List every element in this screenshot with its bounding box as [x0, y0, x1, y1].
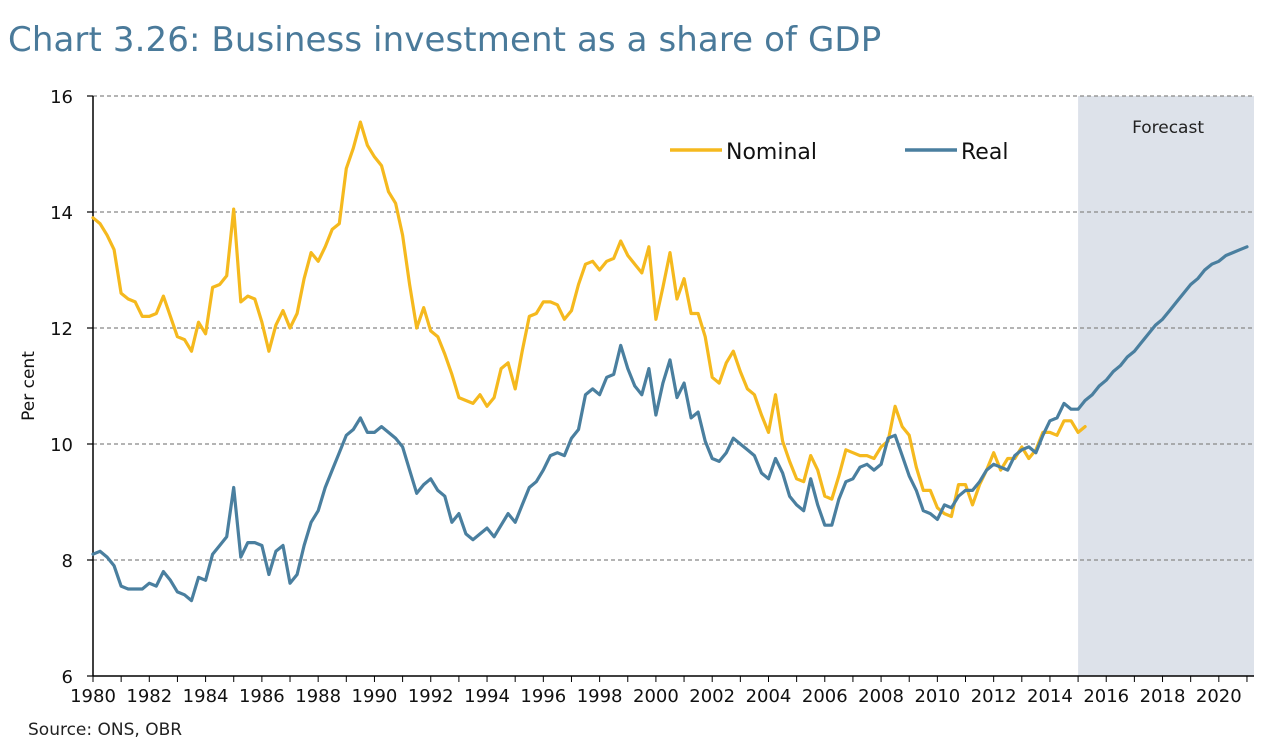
x-tick-label: 2018 [1140, 686, 1186, 707]
x-tick-label: 1992 [408, 686, 454, 707]
legend-label-real: Real [961, 140, 1008, 165]
x-tick-label: 1986 [239, 686, 285, 707]
x-tick-label: 1982 [126, 686, 172, 707]
x-tick-label: 2004 [746, 686, 792, 707]
x-tick-label: 2016 [1083, 686, 1129, 707]
y-tick-label: 6 [62, 667, 73, 688]
y-tick-label: 8 [62, 551, 73, 572]
x-tick-label: 2006 [802, 686, 848, 707]
x-tick-label: 1980 [70, 686, 116, 707]
legend-label-nominal: Nominal [726, 140, 817, 165]
source-note: Source: ONS, OBR [28, 720, 183, 740]
x-tick-label: 2014 [1027, 686, 1073, 707]
chart-title: Chart 3.26: Business investment as a sha… [8, 20, 882, 60]
x-tick-label: 1988 [295, 686, 341, 707]
x-tick-label: 1990 [352, 686, 398, 707]
x-tick-label: 2012 [971, 686, 1017, 707]
x-tick-label: 2002 [689, 686, 735, 707]
x-tick-label: 2020 [1196, 686, 1242, 707]
y-tick-label: 12 [50, 319, 73, 340]
x-tick-label: 1984 [183, 686, 229, 707]
nominal-line [91, 120, 1087, 519]
x-tick-label: 2000 [633, 686, 679, 707]
real-line [91, 245, 1249, 603]
y-axis-title: Per cent [19, 351, 39, 421]
forecast-label: Forecast [1132, 118, 1204, 138]
y-tick-label: 10 [50, 435, 73, 456]
x-tick-label: 2008 [858, 686, 904, 707]
y-tick-label: 16 [50, 87, 73, 108]
x-tick-label: 1994 [464, 686, 510, 707]
x-tick-label: 1996 [520, 686, 566, 707]
x-tick-label: 2010 [914, 686, 960, 707]
y-tick-label: 14 [50, 203, 73, 224]
forecast-shade [1078, 96, 1254, 676]
x-tick-label: 1998 [577, 686, 623, 707]
